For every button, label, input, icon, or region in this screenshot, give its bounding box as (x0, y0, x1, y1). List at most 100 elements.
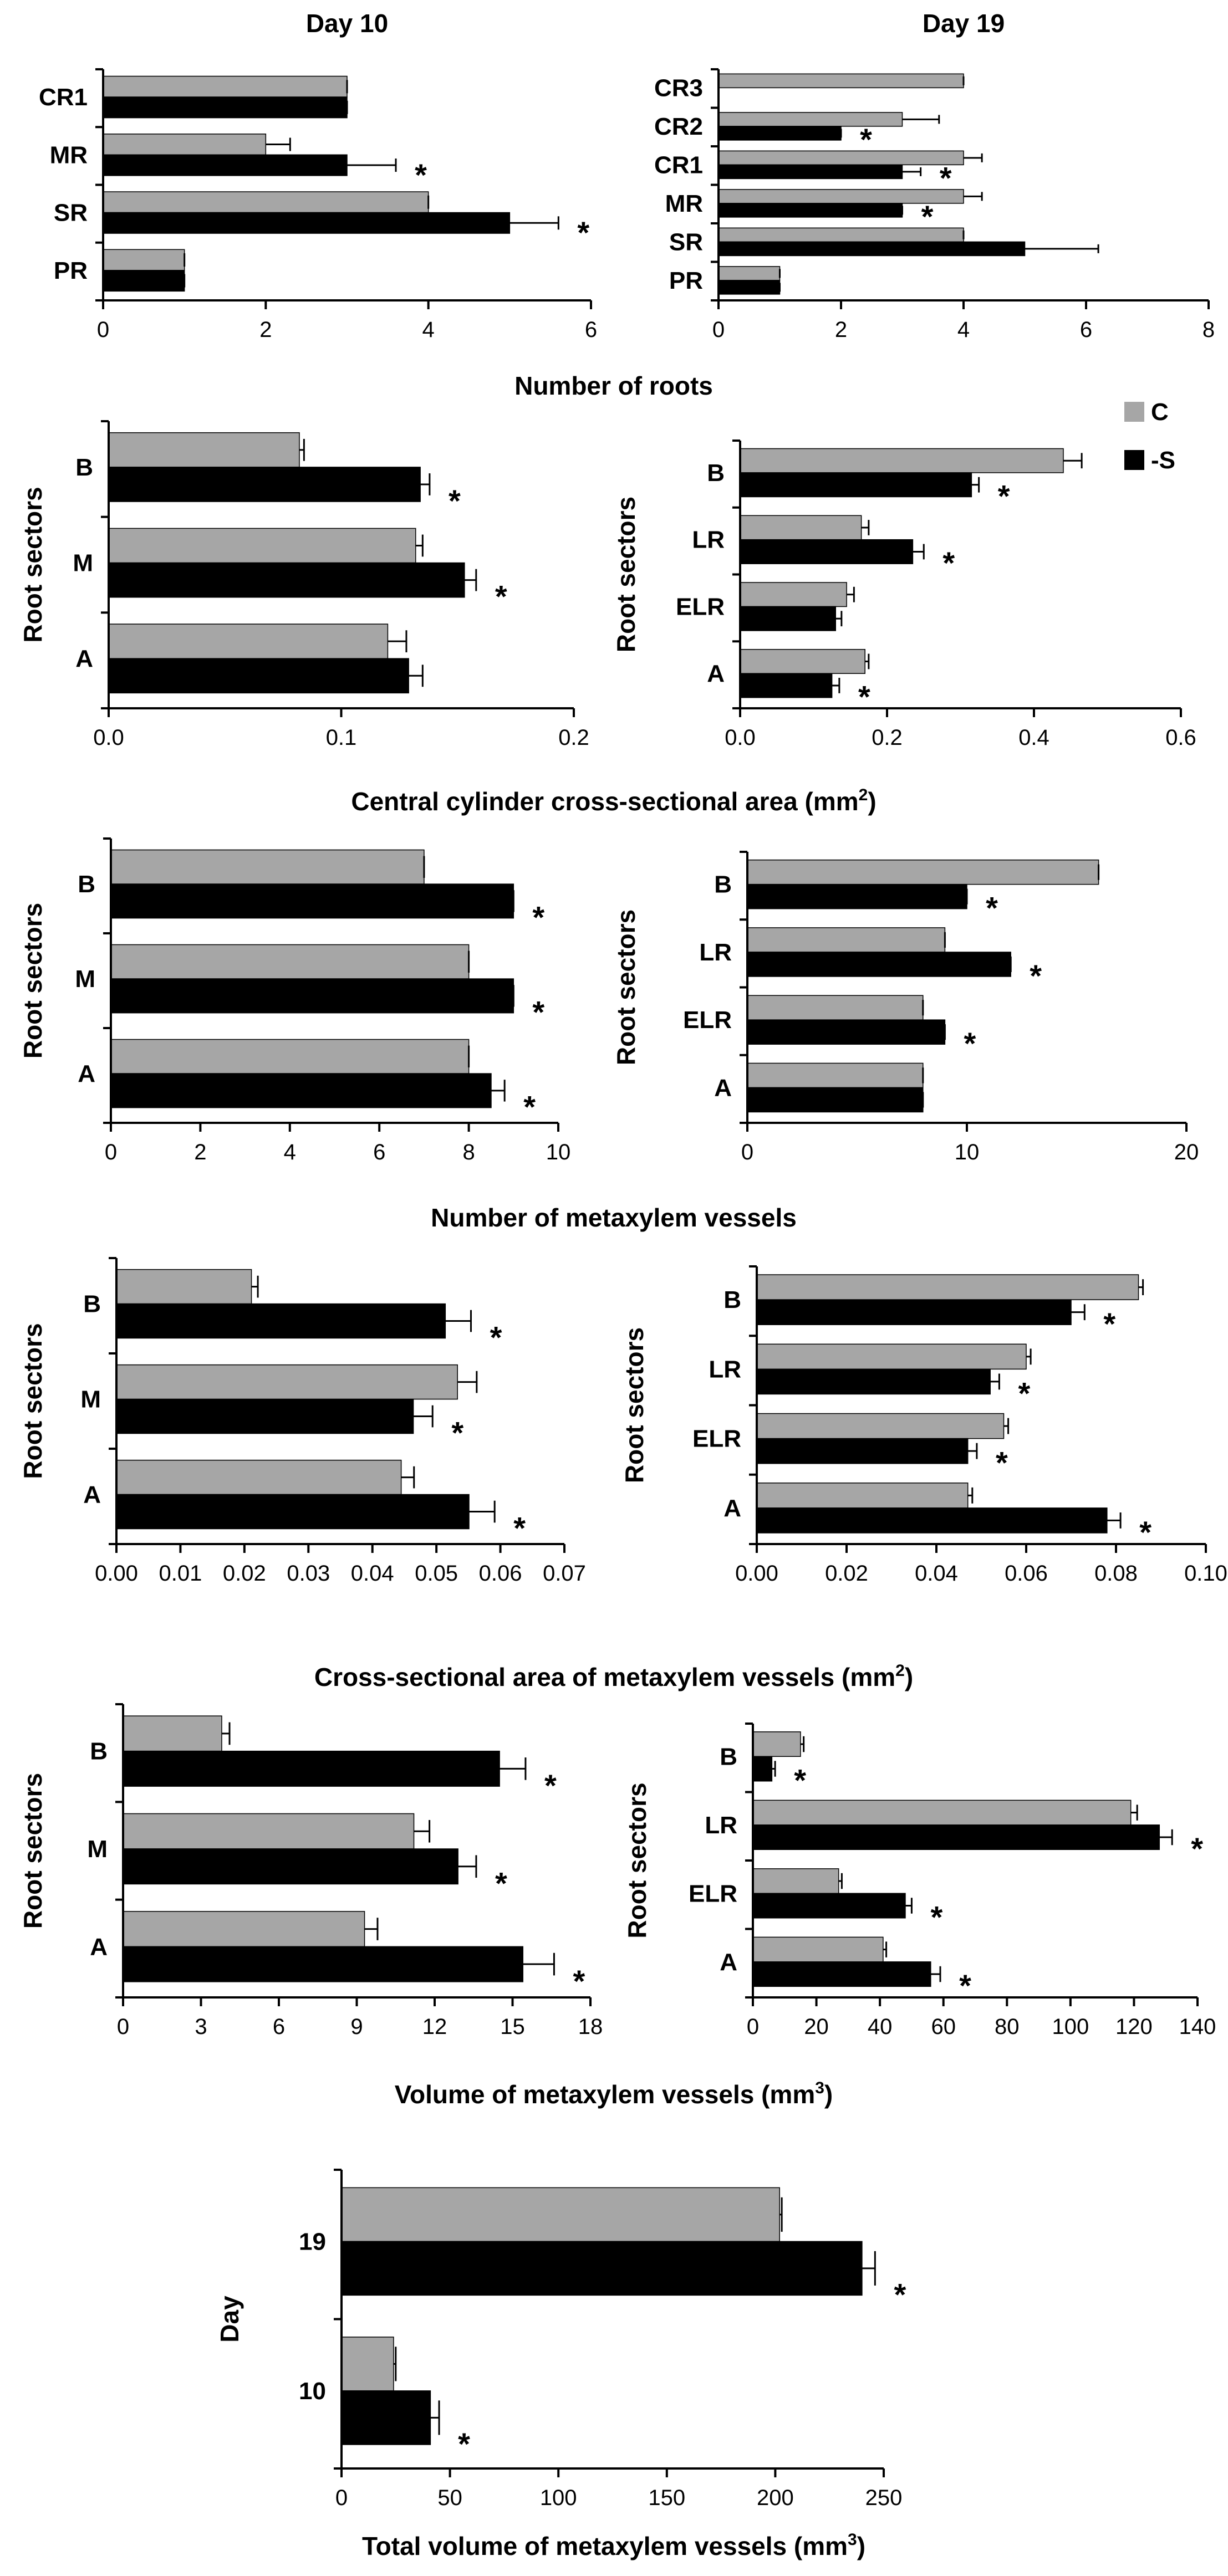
bar-c-a (116, 1459, 402, 1495)
legend-swatch-c (1124, 402, 1144, 422)
bar-c-b (123, 1715, 222, 1752)
x-tick-label: 0.4 (1018, 725, 1049, 750)
superscript-3: 3 (815, 2079, 824, 2097)
x-tick-label: 0.10 (1184, 1561, 1227, 1586)
x-tick-label: 80 (995, 2015, 1020, 2039)
bar-minus-s-lr (756, 1368, 991, 1395)
chart-c8: * A * ELR * LR * B 0.00 0.02 0.04 0.06 0.08 0.10 Root … (620, 1265, 1227, 1586)
y-axis-label: Root sectors (612, 497, 640, 652)
category-label-mr: MR (50, 141, 88, 168)
y-axis-label: Root sectors (18, 1773, 47, 1929)
significance-star: * (1191, 1831, 1203, 1866)
bar-c-elr (747, 995, 924, 1020)
x-tick-label: 9 (350, 2015, 363, 2039)
category-label-pr: PR (669, 267, 703, 294)
bar-c-elr (752, 1868, 839, 1894)
x-tick-label: 4 (957, 318, 970, 342)
chart-c1: PR * SR * MR CR1 0 2 4 6 Day 10 (39, 9, 597, 342)
x-tick-label: 0.0 (725, 725, 756, 750)
x-tick-label: 0.02 (223, 1561, 266, 1586)
bar-minus-s-lr (752, 1824, 1160, 1850)
bar-minus-s-m (116, 1398, 414, 1434)
bar-c-cr2 (718, 112, 903, 127)
x-tick-label: 0.00 (735, 1561, 778, 1586)
row-title-number-of-metaxylem: Number of metaxylem vessels (431, 1203, 797, 1232)
bar-c-b (116, 1269, 252, 1305)
significance-star: * (940, 160, 952, 195)
bar-c-b (110, 849, 425, 885)
legend-label-c: C (1151, 398, 1169, 426)
bar-minus-s-pr (103, 270, 185, 292)
category-label-m: M (73, 550, 93, 577)
significance-star: * (931, 1900, 943, 1935)
significance-star: * (1103, 1306, 1115, 1341)
category-label-b: B (78, 871, 95, 898)
bar-minus-s-a (110, 1073, 492, 1108)
significance-star: * (1139, 1515, 1151, 1550)
bar-minus-s-m (108, 562, 465, 598)
x-tick-label: 140 (1179, 2015, 1216, 2039)
row-title-total-volume: Total volume of metaxylem vessels (mm3) (362, 2531, 865, 2560)
bar-minus-s-sr (103, 212, 511, 234)
category-label-sr: SR (54, 200, 88, 227)
category-label-m: M (75, 965, 95, 993)
significance-star: * (860, 122, 872, 157)
x-tick-label: 50 (437, 2486, 462, 2510)
x-tick-label: 6 (585, 318, 597, 342)
bar-minus-s-a (108, 658, 409, 694)
bar-minus-s-a (740, 673, 833, 698)
bar-c-lr (747, 927, 946, 953)
bar-c-lr (756, 1343, 1027, 1370)
x-tick-label: 0.02 (825, 1561, 868, 1586)
significance-star: * (894, 2277, 906, 2312)
x-tick-label: 10 (955, 1140, 980, 1164)
x-tick-label: 0.1 (326, 725, 357, 750)
category-label-a: A (75, 645, 93, 672)
category-label-m: M (80, 1386, 101, 1413)
bar-c-cr1 (103, 75, 348, 98)
category-label-b: B (707, 459, 725, 487)
bar-c-b (740, 448, 1064, 473)
bar-c-b (747, 859, 1099, 885)
x-tick-label: 2 (194, 1140, 206, 1164)
row-title-metaxylem-volume: Volume of metaxylem vessels (mm3) (395, 2079, 833, 2109)
x-tick-label: 0.08 (1094, 1561, 1138, 1586)
bar-c-10 (341, 2337, 394, 2391)
bar-c-a (747, 1062, 924, 1088)
category-label-elr: ELR (689, 1880, 737, 1907)
legend: C -S (1124, 398, 1175, 474)
x-tick-label: 0.03 (287, 1561, 330, 1586)
bar-minus-s-b (108, 467, 421, 502)
category-label-a: A (90, 1933, 108, 1960)
x-tick-label: 15 (500, 2015, 525, 2039)
bar-c-a (756, 1483, 969, 1509)
x-tick-label: 6 (373, 1140, 385, 1164)
bar-c-m (108, 528, 416, 564)
close-paren-d: ) (857, 2532, 865, 2560)
bar-minus-s-10 (341, 2390, 431, 2445)
significance-star: * (998, 478, 1010, 513)
chart-c11: * 10 * 19 0 50 100 150 200 250 Day (215, 2169, 906, 2510)
category-label-a: A (720, 1949, 737, 1976)
category-label-b: B (714, 871, 732, 898)
category-label-b: B (83, 1291, 101, 1318)
bar-c-b (108, 432, 300, 468)
y-axis-label: Day (215, 2296, 244, 2343)
x-tick-label: 20 (804, 2015, 829, 2039)
x-tick-label: 0 (97, 318, 109, 342)
category-label-mr: MR (665, 190, 703, 217)
x-tick-label: 4 (284, 1140, 296, 1164)
row-title-number-of-roots: Number of roots (514, 371, 713, 400)
significance-star: * (964, 1026, 976, 1061)
category-label-m: M (87, 1836, 108, 1863)
row-title-central-cylinder-area-text: Central cylinder cross-sectional area (m… (351, 787, 858, 816)
bar-c-a (740, 648, 865, 674)
category-label-a: A (78, 1060, 95, 1087)
bar-c-a (752, 1936, 884, 1962)
bar-c-a (123, 1911, 365, 1948)
significance-star: * (1030, 958, 1042, 993)
bar-minus-s-b (747, 883, 967, 909)
category-label-lr: LR (705, 1812, 737, 1839)
category-label-b: B (723, 1286, 741, 1313)
